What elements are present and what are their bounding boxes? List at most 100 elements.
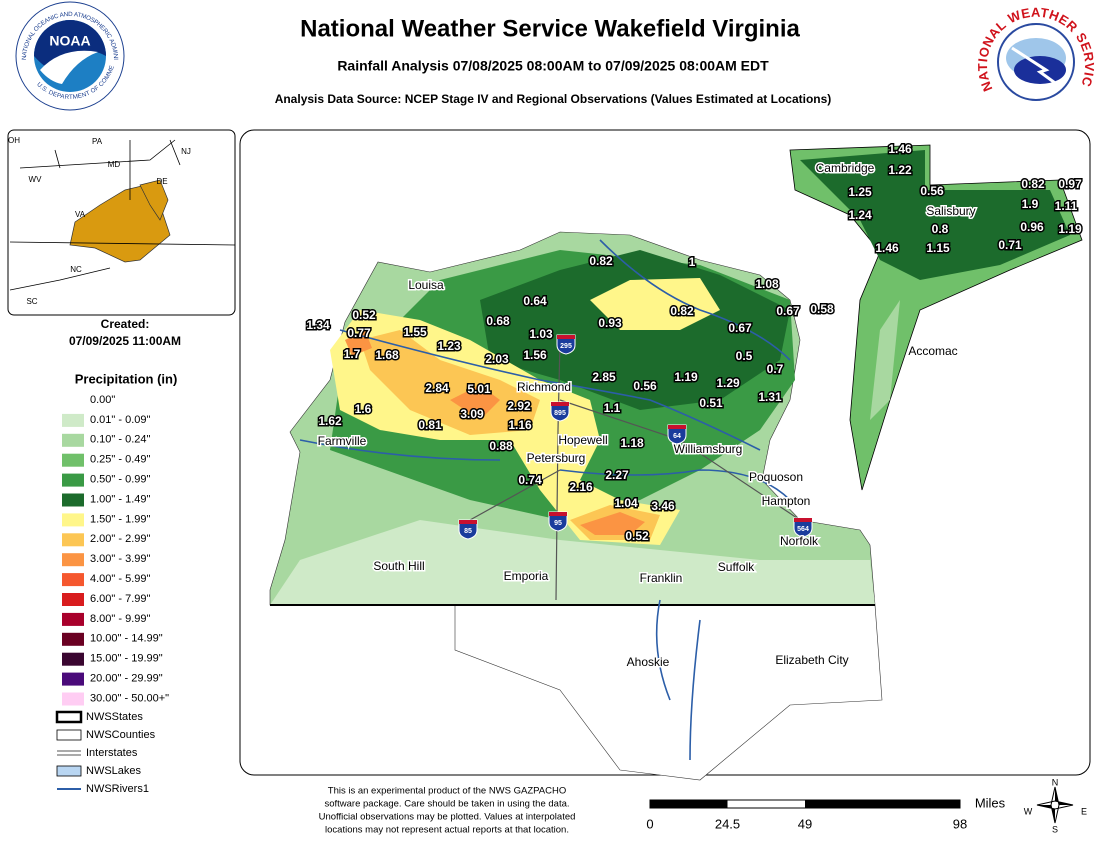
rainfall-value: 1.34 bbox=[306, 318, 330, 332]
layer-swatch bbox=[57, 750, 81, 756]
title: National Weather Service Wakefield Virgi… bbox=[300, 15, 800, 42]
city-label: Richmond bbox=[517, 380, 571, 394]
delmarva-heavy bbox=[800, 150, 1070, 280]
area-2-3 bbox=[360, 330, 540, 435]
legend-swatch bbox=[62, 593, 84, 606]
shield-number: 295 bbox=[560, 343, 572, 350]
created-date: 07/09/2025 11:00AM bbox=[69, 334, 181, 348]
shield-number: 64 bbox=[673, 433, 681, 440]
legend-swatch bbox=[62, 672, 84, 686]
shield-top bbox=[459, 520, 477, 524]
compass-rose bbox=[1036, 786, 1074, 824]
source: Analysis Data Source: NCEP Stage IV and … bbox=[275, 92, 832, 106]
rainfall-value: 0.82 bbox=[1021, 177, 1045, 191]
map bbox=[269, 144, 1083, 781]
inset-label: MD bbox=[108, 160, 121, 169]
scale-segment bbox=[805, 800, 960, 808]
rainfall-value: 2.16 bbox=[569, 480, 593, 494]
rainfall-value: 0.8 bbox=[932, 222, 949, 236]
legend-swatch bbox=[62, 413, 84, 427]
layer-label: NWSRivers1 bbox=[86, 783, 149, 795]
disclaimer-line: locations may not represent actual repor… bbox=[325, 825, 569, 836]
rainfall-value: 1.16 bbox=[508, 418, 532, 432]
interstate-shield bbox=[550, 401, 570, 422]
rainfall-value: 1.24 bbox=[848, 208, 872, 222]
light-rain-area bbox=[270, 520, 875, 605]
rainfall-value: 0.93 bbox=[598, 316, 622, 330]
city-label: Accomac bbox=[908, 344, 957, 358]
legend-label: 1.50" - 1.99" bbox=[90, 513, 150, 525]
layer-swatch bbox=[56, 765, 82, 777]
rivers bbox=[299, 239, 791, 761]
compass-label: W bbox=[1024, 806, 1033, 816]
rainfall-value: 1.46 bbox=[875, 241, 899, 255]
rainfall-value: 0.52 bbox=[625, 529, 649, 543]
inset-va bbox=[69, 183, 171, 263]
legend-swatch bbox=[62, 453, 84, 467]
city-label: Cambridge bbox=[816, 161, 875, 175]
rainfall-value: 0.71 bbox=[998, 238, 1022, 252]
scale-label: 0 bbox=[646, 816, 653, 831]
rainfall-value: 0.82 bbox=[670, 304, 694, 318]
rainfall-value: 0.82 bbox=[589, 254, 613, 268]
city-label: Louisa bbox=[408, 278, 444, 292]
inset-label: NC bbox=[70, 265, 82, 274]
rainfall-value: 1.04 bbox=[614, 496, 638, 510]
compass-label: N bbox=[1052, 777, 1059, 787]
rainfall-value: 2.84 bbox=[425, 381, 449, 395]
scale-unit: Miles bbox=[975, 795, 1006, 810]
legend-label: 10.00" - 14.99" bbox=[90, 633, 163, 645]
rainfall-value: 1.6 bbox=[355, 402, 372, 416]
scale-label: 49 bbox=[798, 816, 812, 831]
rainfall-value: 0.96 bbox=[1020, 220, 1044, 234]
interstate-shield bbox=[793, 517, 813, 538]
shield-top bbox=[668, 425, 686, 429]
rainfall-value: 0.58 bbox=[810, 302, 834, 316]
rainfall-value: 1.23 bbox=[437, 339, 461, 353]
rainfall-value: 1.22 bbox=[888, 163, 912, 177]
city-label: South Hill bbox=[373, 559, 424, 573]
rainfall-value: 0.51 bbox=[699, 396, 723, 410]
legend-label: 0.00" bbox=[90, 394, 115, 406]
city-label: Norfolk bbox=[780, 534, 819, 548]
city-label: Farmville bbox=[318, 434, 367, 448]
rainfall-value: 2.27 bbox=[605, 468, 629, 482]
compass-label: S bbox=[1052, 824, 1058, 834]
legend-title: Precipitation (in) bbox=[75, 371, 178, 386]
compass-label: E bbox=[1081, 806, 1087, 816]
legend-swatch bbox=[62, 652, 84, 666]
inset-label: SC bbox=[26, 297, 37, 306]
shield-number: 95 bbox=[554, 520, 562, 527]
rainfall-value: 2.92 bbox=[507, 399, 531, 413]
inset-label: OH bbox=[8, 136, 20, 145]
shield-top bbox=[794, 518, 812, 522]
nws-ring-text: NATIONAL WEATHER SERVICE bbox=[0, 0, 1096, 93]
city-label: Poquoson bbox=[749, 470, 803, 484]
shield-number: 895 bbox=[554, 410, 566, 417]
city-label: Suffolk bbox=[718, 560, 755, 574]
city-label: Franklin bbox=[640, 571, 683, 585]
delmarva-light bbox=[870, 300, 900, 420]
inset-label: VA bbox=[75, 210, 86, 219]
created-label: Created: bbox=[101, 317, 150, 331]
rainfall-value: 0.67 bbox=[728, 321, 752, 335]
legend-swatch bbox=[62, 513, 84, 527]
city-label: Salisbury bbox=[926, 204, 975, 218]
rainfall-value: 1.15 bbox=[926, 241, 950, 255]
rainfall-value: 1.56 bbox=[523, 348, 547, 362]
rainfall-value: 1.19 bbox=[1058, 222, 1082, 236]
layer-label: NWSCounties bbox=[86, 729, 156, 741]
rainfall-value: 1.7 bbox=[344, 347, 361, 361]
subtitle: Rainfall Analysis 07/08/2025 08:00AM to … bbox=[337, 58, 769, 74]
inset-map bbox=[7, 129, 236, 316]
city-label: Hopewell bbox=[558, 433, 607, 447]
layer-label: Interstates bbox=[86, 747, 138, 759]
city-label: Elizabeth City bbox=[775, 653, 848, 667]
layer-swatch bbox=[55, 710, 83, 724]
legend-swatch bbox=[62, 692, 84, 706]
nws-ring: NATIONAL WEATHER SERVICE bbox=[0, 0, 1097, 93]
legend-swatch bbox=[62, 632, 84, 646]
inset-delmarva bbox=[139, 179, 169, 221]
rainfall-value: 1.03 bbox=[529, 327, 553, 341]
rainfall-value: 1.25 bbox=[848, 185, 872, 199]
